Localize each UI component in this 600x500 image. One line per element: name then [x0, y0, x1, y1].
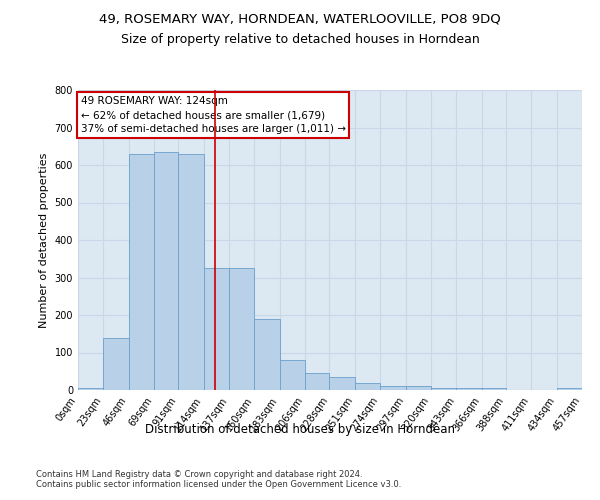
Bar: [204, 268, 229, 390]
Bar: [482, 388, 506, 390]
Text: Size of property relative to detached houses in Horndean: Size of property relative to detached ho…: [121, 32, 479, 46]
Bar: [103, 338, 129, 390]
Bar: [280, 360, 305, 390]
Bar: [406, 386, 431, 390]
Text: 49, ROSEMARY WAY, HORNDEAN, WATERLOOVILLE, PO8 9DQ: 49, ROSEMARY WAY, HORNDEAN, WATERLOOVILL…: [99, 12, 501, 26]
Bar: [178, 154, 204, 390]
Bar: [154, 152, 178, 390]
Bar: [129, 154, 154, 390]
Bar: [456, 388, 482, 390]
Y-axis label: Number of detached properties: Number of detached properties: [39, 152, 49, 328]
Bar: [431, 388, 456, 390]
Text: Contains HM Land Registry data © Crown copyright and database right 2024.
Contai: Contains HM Land Registry data © Crown c…: [36, 470, 401, 490]
Bar: [557, 388, 582, 390]
Bar: [380, 386, 406, 390]
Text: 49 ROSEMARY WAY: 124sqm
← 62% of detached houses are smaller (1,679)
37% of semi: 49 ROSEMARY WAY: 124sqm ← 62% of detache…: [80, 96, 346, 134]
Bar: [78, 388, 103, 390]
Bar: [355, 382, 380, 390]
Bar: [229, 268, 254, 390]
Text: Distribution of detached houses by size in Horndean: Distribution of detached houses by size …: [145, 422, 455, 436]
Bar: [305, 373, 329, 390]
Bar: [254, 319, 280, 390]
Bar: [329, 377, 355, 390]
